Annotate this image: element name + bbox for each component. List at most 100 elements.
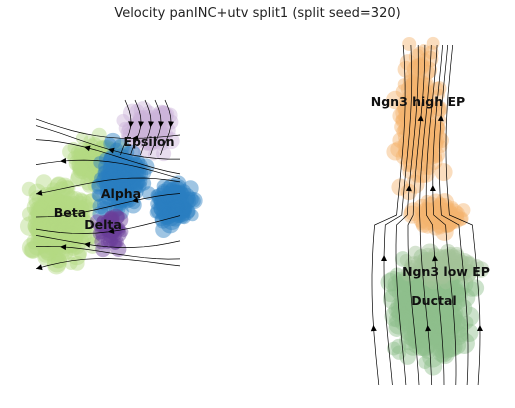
cell-point <box>55 196 69 210</box>
cell-point <box>125 169 142 186</box>
cell-point <box>79 198 93 212</box>
cell-point <box>44 195 58 210</box>
cell-point <box>417 288 435 306</box>
cell-point <box>32 216 51 235</box>
cell-point <box>466 279 485 297</box>
cell-point <box>445 296 463 313</box>
cell-point <box>412 58 430 76</box>
cell-point <box>427 288 441 302</box>
cell-point <box>49 210 68 229</box>
cell-point <box>421 247 435 262</box>
cell-point <box>45 229 66 250</box>
cell-point <box>400 306 420 326</box>
cell-point <box>91 166 107 182</box>
cell-point <box>123 170 142 190</box>
cell-point <box>139 129 155 145</box>
cell-point <box>66 208 82 224</box>
cell-point <box>402 36 417 52</box>
cell-point <box>92 227 106 240</box>
cell-point <box>463 267 477 282</box>
cell-point <box>402 296 419 312</box>
cell-point <box>434 324 455 345</box>
cell-point <box>112 204 129 221</box>
cell-point <box>395 103 414 122</box>
cell-point <box>81 193 99 212</box>
velocity-arrowhead <box>108 147 115 154</box>
cell-point <box>407 334 422 349</box>
cell-point <box>440 215 457 233</box>
cell-point <box>421 261 439 278</box>
cell-point <box>431 312 447 329</box>
velocity-arrowhead <box>405 185 412 192</box>
cell-point <box>433 259 449 275</box>
cell-point <box>452 273 474 295</box>
cell-point <box>58 230 76 249</box>
cell-point <box>116 173 130 187</box>
cell-point <box>409 285 424 301</box>
cell-point <box>412 295 426 309</box>
cell-point <box>453 258 468 274</box>
cell-point <box>171 203 187 219</box>
cell-point <box>104 211 120 227</box>
cell-point <box>38 194 55 211</box>
cell-point <box>418 315 438 335</box>
cell-point <box>413 57 430 74</box>
cell-point <box>59 245 74 260</box>
cell-point <box>161 200 178 217</box>
cell-point <box>421 105 437 122</box>
cell-point <box>162 209 177 224</box>
cell-point <box>425 323 447 345</box>
cell-point <box>37 247 57 267</box>
cell-point <box>406 134 421 149</box>
cell-point <box>435 252 448 265</box>
cell-point <box>414 305 429 320</box>
cell-point <box>413 211 431 229</box>
cell-point <box>35 198 55 218</box>
cell-point <box>116 173 132 189</box>
cell-point <box>436 211 451 226</box>
cell-point <box>435 261 452 278</box>
cell-point <box>433 336 451 353</box>
cell-point <box>65 199 85 219</box>
cell-point <box>93 156 107 169</box>
cell-point <box>104 180 116 193</box>
cell-point <box>386 90 405 110</box>
cell-point <box>172 192 190 210</box>
cell-point <box>112 189 131 208</box>
cell-point <box>119 164 132 177</box>
velocity-arrowhead <box>148 121 154 128</box>
cell-point <box>63 213 79 230</box>
cell-point <box>169 179 187 197</box>
cell-point <box>425 323 439 337</box>
cell-point <box>150 107 165 123</box>
cell-point <box>434 255 453 274</box>
cell-point <box>410 298 430 318</box>
cell-point <box>61 227 76 241</box>
cell-point <box>58 199 79 220</box>
cell-point <box>102 159 122 179</box>
cell-point <box>459 323 479 343</box>
cell-point <box>32 200 50 218</box>
cell-point <box>63 222 81 241</box>
cell-point <box>426 36 440 50</box>
cell-point <box>67 150 82 165</box>
cell-point <box>162 206 174 219</box>
cell-point <box>114 163 131 181</box>
cell-point <box>51 201 73 223</box>
cell-point <box>421 202 436 217</box>
cell-point <box>33 201 47 216</box>
cell-point <box>182 205 196 218</box>
cell-point <box>55 210 76 230</box>
cell-point <box>104 220 118 233</box>
cell-point <box>100 164 113 178</box>
cell-point <box>50 212 69 231</box>
cell-point <box>422 346 444 368</box>
cell-point <box>429 287 444 302</box>
cell-point <box>445 283 466 304</box>
cell-point <box>78 159 91 172</box>
cell-point <box>438 213 457 233</box>
cell-point <box>151 130 167 147</box>
cell-point <box>161 208 181 227</box>
cell-point <box>110 183 126 199</box>
cell-point <box>433 88 445 101</box>
